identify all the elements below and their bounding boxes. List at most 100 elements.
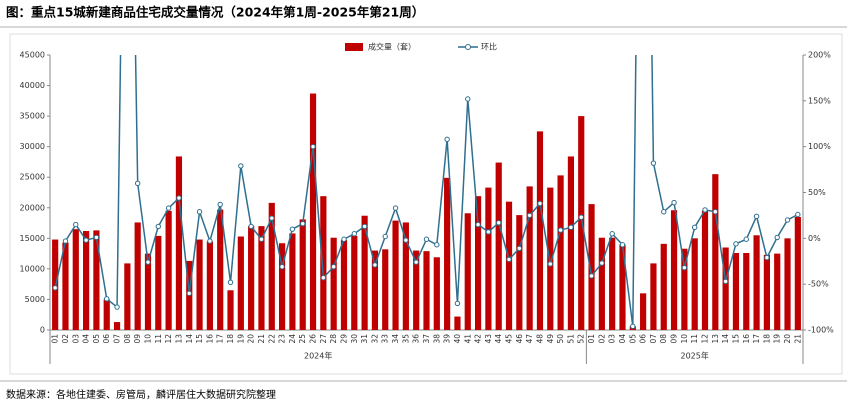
x-tick-label: 44 bbox=[494, 334, 503, 344]
x-tick-label: 23 bbox=[278, 334, 287, 344]
point bbox=[588, 273, 595, 279]
bar bbox=[402, 222, 409, 330]
point bbox=[764, 254, 770, 261]
x-tick-label: 03 bbox=[71, 334, 80, 344]
x-tick-label: 18 bbox=[226, 334, 235, 344]
legend-marker bbox=[465, 44, 471, 50]
x-tick-label: 17 bbox=[216, 334, 225, 344]
y-tick-label: 35000 bbox=[20, 112, 45, 121]
point bbox=[341, 236, 347, 242]
x-tick-label: 28 bbox=[329, 334, 338, 344]
source-note: 数据来源：各地住建委、房管局，麟评居住大数据研究院整理 bbox=[6, 388, 276, 401]
x-tick-label: 07 bbox=[649, 334, 658, 344]
y-tick-label: 0 bbox=[40, 326, 45, 335]
y2-tick-label: -100% bbox=[808, 326, 834, 335]
point bbox=[155, 223, 162, 230]
x-tick-label: 06 bbox=[102, 334, 111, 344]
bar bbox=[309, 93, 317, 330]
point bbox=[310, 143, 316, 150]
point bbox=[619, 242, 626, 248]
point bbox=[104, 296, 110, 302]
bar bbox=[660, 243, 667, 330]
x-tick-label: 01 bbox=[51, 334, 60, 344]
bar bbox=[330, 237, 337, 330]
bar bbox=[268, 202, 275, 330]
y-tick-label: 25000 bbox=[20, 173, 45, 182]
point bbox=[145, 259, 151, 265]
y-tick-label: 5000 bbox=[25, 295, 45, 304]
bar bbox=[134, 222, 141, 330]
x-tick-label: 06 bbox=[639, 334, 648, 344]
bar bbox=[423, 251, 430, 330]
bar bbox=[640, 293, 647, 330]
point bbox=[238, 163, 244, 169]
bar bbox=[340, 240, 348, 330]
legend-label: 环比 bbox=[481, 42, 497, 52]
bar bbox=[83, 231, 90, 330]
point bbox=[403, 237, 409, 243]
point bbox=[784, 217, 791, 223]
bar bbox=[567, 156, 575, 330]
point bbox=[93, 234, 100, 241]
bar bbox=[609, 237, 616, 330]
x-tick-label: 30 bbox=[350, 334, 359, 344]
point bbox=[73, 221, 79, 228]
chart-frame bbox=[9, 33, 843, 375]
point bbox=[176, 195, 182, 201]
y2-tick-label: -50% bbox=[808, 280, 829, 289]
x-tick-label: 34 bbox=[391, 334, 400, 344]
point bbox=[547, 261, 553, 267]
point bbox=[722, 278, 729, 285]
x-tick-label: 14 bbox=[721, 334, 730, 344]
bar bbox=[464, 213, 471, 330]
x-tick-label: 12 bbox=[701, 334, 710, 344]
x-tick-label: 10 bbox=[143, 334, 152, 344]
point bbox=[372, 262, 378, 268]
point bbox=[279, 264, 285, 270]
point bbox=[702, 207, 708, 213]
bar bbox=[93, 230, 100, 330]
point bbox=[733, 241, 739, 247]
bar bbox=[454, 316, 461, 330]
x-tick-label: 16 bbox=[742, 334, 751, 344]
point bbox=[465, 96, 471, 102]
x-tick-label: 07 bbox=[113, 334, 122, 344]
point bbox=[506, 256, 512, 263]
y2-tick-label: 200% bbox=[808, 51, 831, 60]
bar bbox=[237, 236, 244, 330]
bar bbox=[351, 235, 358, 330]
point bbox=[248, 223, 254, 230]
point bbox=[516, 245, 523, 252]
x-tick-label: 49 bbox=[546, 334, 555, 344]
y-tick-label: 15000 bbox=[20, 234, 45, 243]
bar bbox=[382, 249, 389, 330]
x-tick-label: 48 bbox=[535, 334, 544, 344]
point bbox=[361, 223, 368, 230]
point bbox=[196, 209, 203, 215]
x-tick-label: 19 bbox=[236, 334, 245, 344]
bar bbox=[361, 215, 368, 330]
point bbox=[496, 220, 502, 226]
x-tick-label: 33 bbox=[381, 334, 390, 344]
bar bbox=[258, 226, 265, 330]
point bbox=[83, 237, 89, 243]
x-tick-label: 03 bbox=[608, 334, 617, 344]
x-tick-label: 45 bbox=[505, 334, 514, 344]
x-tick-label: 10 bbox=[680, 334, 689, 344]
x-tick-label: 12 bbox=[164, 334, 173, 344]
bar bbox=[495, 162, 502, 330]
point bbox=[650, 160, 657, 166]
point bbox=[330, 264, 337, 270]
x-tick-label: 20 bbox=[247, 334, 256, 344]
bar bbox=[743, 253, 750, 330]
point bbox=[454, 300, 461, 307]
point bbox=[269, 215, 275, 221]
legend-swatch bbox=[345, 43, 363, 51]
point bbox=[609, 231, 615, 237]
x-tick-label: 35 bbox=[401, 334, 410, 344]
bar bbox=[691, 238, 698, 330]
point bbox=[444, 136, 450, 143]
x-tick-label: 50 bbox=[556, 334, 565, 344]
x-tick-label: 01 bbox=[587, 334, 596, 344]
bar bbox=[175, 156, 183, 330]
